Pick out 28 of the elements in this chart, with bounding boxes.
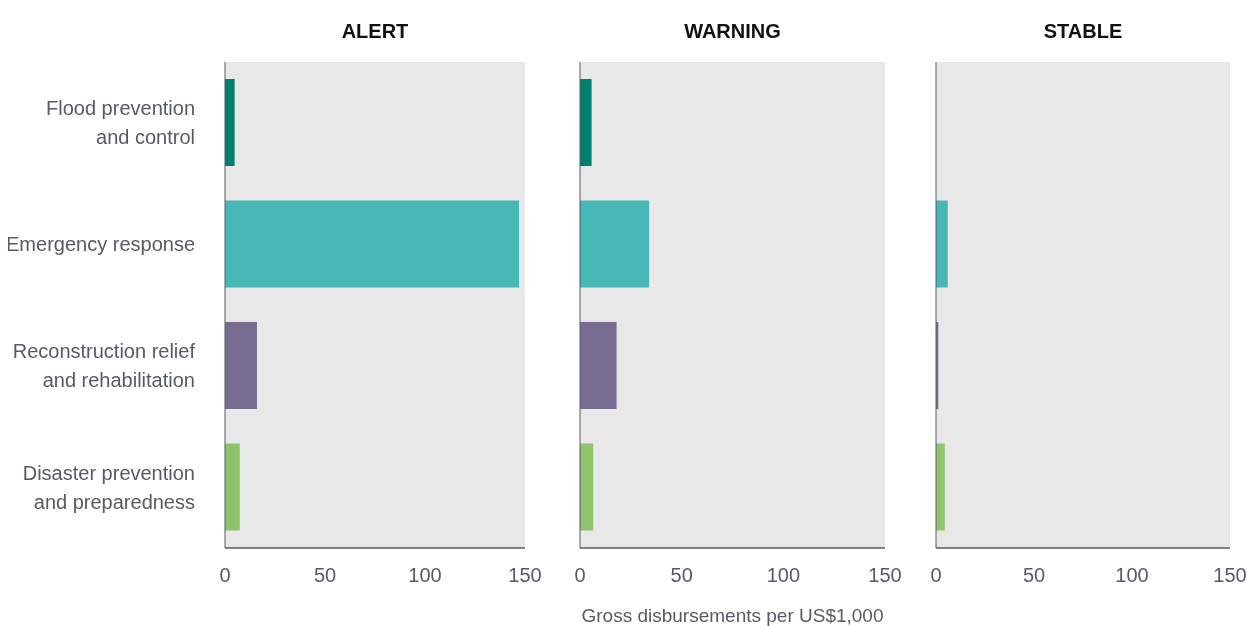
x-tick-label: 0	[574, 564, 586, 587]
x-tick-label: 0	[930, 564, 942, 587]
x-tick-label: 50	[313, 564, 337, 587]
bar	[580, 322, 617, 410]
x-tick-label: 150	[1213, 564, 1247, 587]
chart-title: ALERT	[340, 20, 410, 43]
x-tick-label: 150	[508, 564, 542, 587]
y-tick-label: Disaster prevention and preparedness	[22, 461, 195, 513]
bar	[225, 443, 240, 531]
x-tick-label: 100	[1115, 564, 1149, 587]
bar	[225, 79, 235, 167]
x-tick-label: 100	[408, 564, 442, 587]
bar	[225, 322, 257, 410]
x-tick-label: 50	[1022, 564, 1046, 587]
y-tick-label: Flood prevention and control	[46, 97, 195, 149]
bar	[225, 200, 519, 288]
x-axis-title: Gross disbursements per US$1,000	[580, 605, 885, 626]
chart-title: WARNING	[683, 20, 782, 43]
y-tick-label: Reconstruction relief and rehabilitation	[12, 340, 196, 392]
x-tick-label: 100	[766, 564, 801, 587]
chart-title: STABLE	[1042, 20, 1124, 43]
x-tick-label: 0	[219, 564, 231, 587]
x-tick-label: 50	[670, 564, 693, 587]
bar	[580, 200, 650, 288]
bar	[580, 443, 594, 531]
x-tick-label: 150	[868, 564, 902, 587]
bar	[580, 79, 592, 167]
y-tick-label: Emergency response	[6, 233, 195, 256]
